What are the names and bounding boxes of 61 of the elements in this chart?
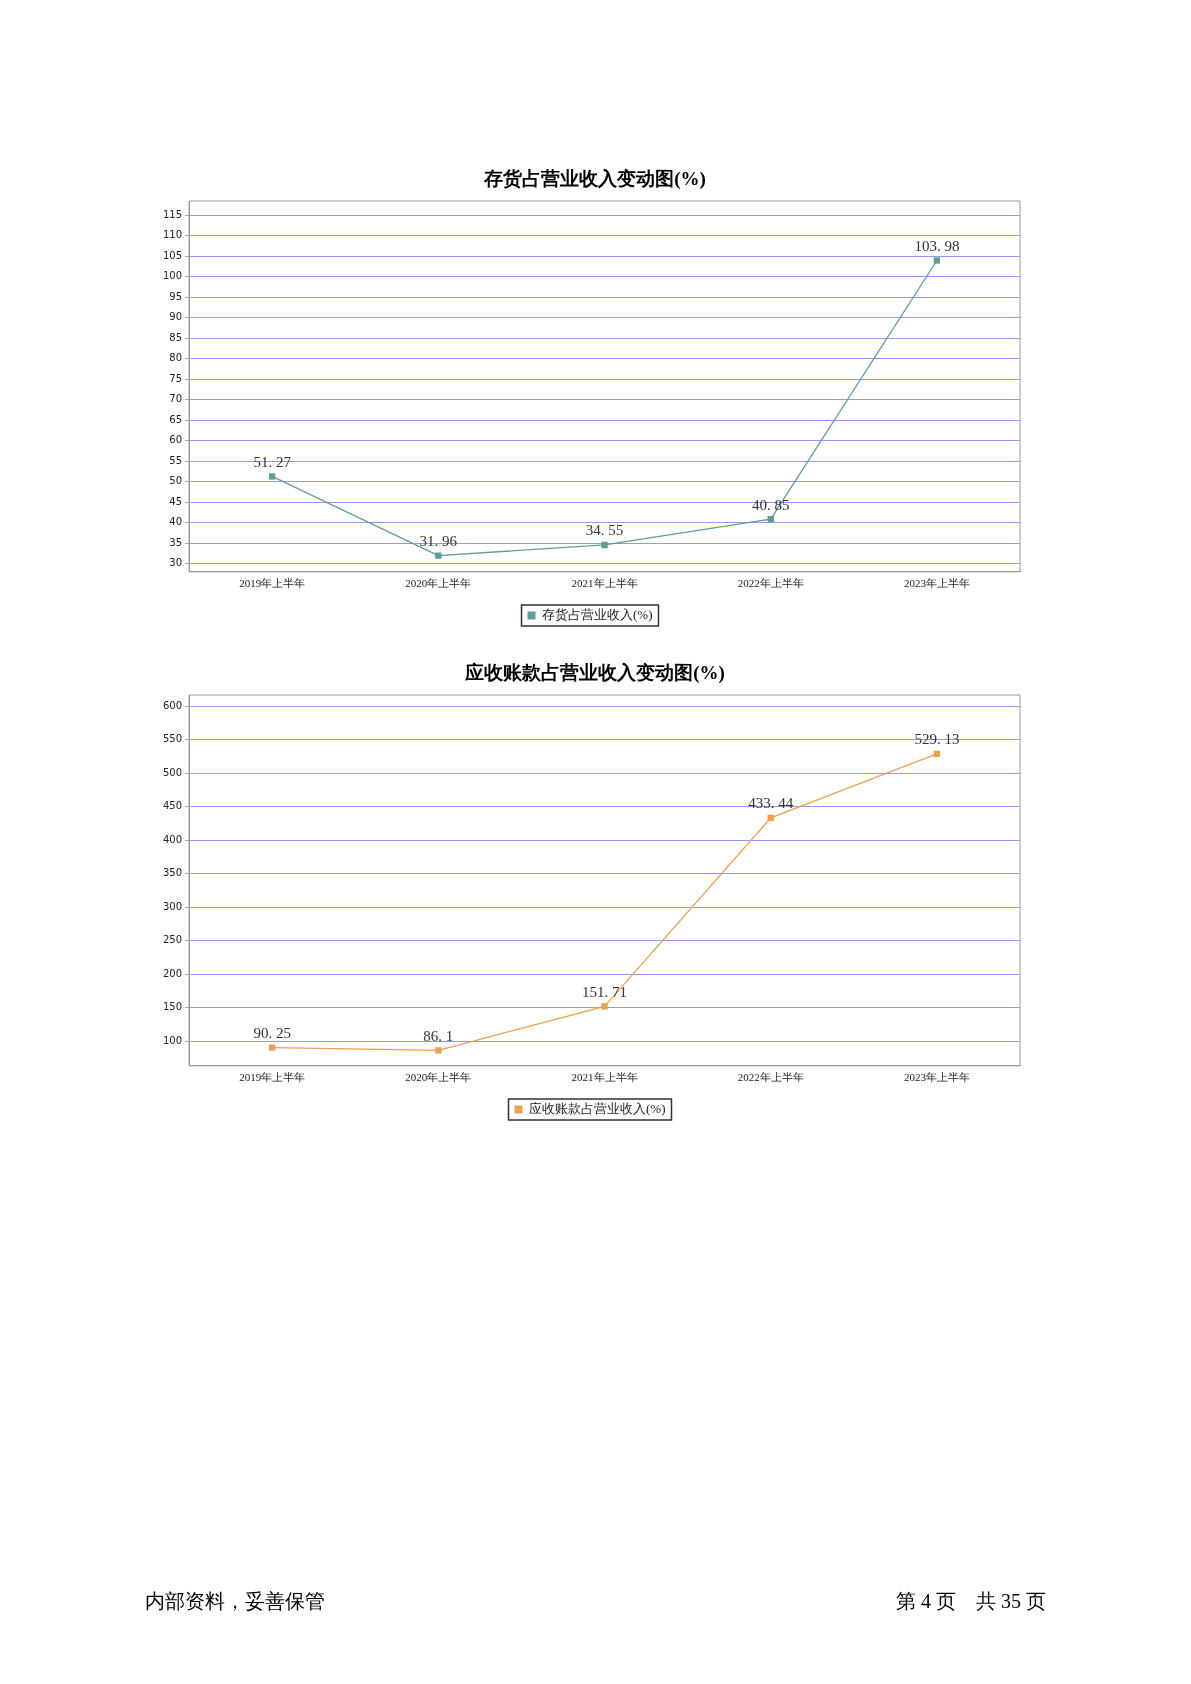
data-label: 90. 25 (253, 1025, 291, 1041)
y-tick-label: 70 (169, 393, 183, 405)
y-tick-label: 45 (169, 495, 183, 507)
data-label: 34. 55 (585, 522, 624, 539)
data-label: 31. 96 (419, 533, 458, 550)
y-tick-label: 115 (162, 208, 183, 220)
point (269, 473, 276, 480)
y-tick-label: 200 (162, 967, 183, 979)
y-tick-label: 80 (169, 352, 183, 364)
y-tick-label: 65 (169, 413, 183, 425)
x-tick-label: 2021年上半年 (571, 1071, 638, 1084)
point (601, 541, 608, 549)
point (933, 257, 941, 264)
y-tick-label: 75 (169, 372, 183, 384)
x-tick-label: 2020年上半年 (405, 577, 472, 590)
y-tick-label: 150 (162, 1001, 183, 1013)
chart-title: 应收账款占营业收入变动图(%) (464, 661, 726, 685)
y-tick-label: 400 (162, 833, 183, 845)
point (435, 1047, 442, 1054)
y-tick-label: 85 (169, 331, 183, 343)
chart-title: 存货占营业收入变动图(%) (483, 167, 707, 191)
x-tick-label: 2023年上半年 (903, 1071, 970, 1084)
y-tick-label: 300 (162, 900, 183, 912)
y-tick-label: 350 (162, 867, 183, 879)
x-tick-label: 2022年上半年 (737, 577, 804, 590)
y-tick-label: 40 (169, 516, 183, 528)
x-tick-label: 2020年上半年 (405, 1071, 472, 1084)
x-tick-label: 2023年上半年 (903, 577, 970, 590)
y-tick-label: 105 (162, 249, 183, 261)
y-tick-label: 60 (169, 434, 183, 446)
x-tick-label: 2019年上半年 (239, 1071, 306, 1084)
legend-label: 存货占营业收入(%) (542, 606, 653, 622)
text: 内部资料，妥善保管 (145, 1589, 325, 1614)
y-tick-label: 50 (169, 475, 183, 487)
legend-label: 应收账款占营业收入(%) (529, 1100, 666, 1116)
x-tick-label: 2021年上半年 (571, 577, 638, 590)
y-tick-label: 250 (162, 934, 183, 946)
data-label: 529. 13 (914, 731, 960, 748)
y-tick-label: 110 (162, 229, 183, 241)
text: 第 4 页 共 35 页 (896, 1589, 1046, 1614)
x-tick-label: 2019年上半年 (239, 577, 306, 590)
point (269, 1044, 276, 1051)
x-tick-label: 2022年上半年 (737, 1071, 804, 1084)
y-tick-label: 90 (169, 311, 183, 323)
data-label: 51. 27 (253, 453, 292, 470)
y-tick-label: 100 (162, 270, 183, 282)
data-label: 103. 98 (914, 237, 960, 254)
y-tick-label: 600 (162, 699, 183, 711)
y-tick-label: 550 (162, 733, 183, 745)
y-tick-label: 95 (169, 290, 183, 302)
y-tick-label: 450 (162, 800, 183, 812)
y-tick-label: 35 (169, 536, 183, 548)
y-tick-label: 500 (162, 766, 183, 778)
point (601, 1003, 608, 1010)
data-label: 433. 44 (748, 795, 794, 812)
point (767, 515, 774, 523)
y-tick-label: 55 (169, 454, 183, 466)
y-tick-label: 100 (162, 1034, 183, 1046)
data-label: 86. 1 (423, 1027, 454, 1044)
point (435, 552, 442, 559)
y-tick-label: 30 (169, 557, 183, 569)
